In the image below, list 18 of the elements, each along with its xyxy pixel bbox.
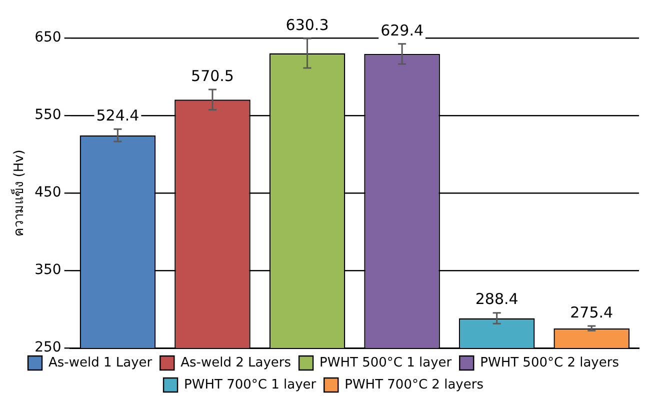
y-tick-label: 350 xyxy=(34,262,62,278)
legend-label: PWHT 700°C 2 layers xyxy=(344,377,484,392)
y-tick-label: 450 xyxy=(34,184,62,201)
legend-label: PWHT 500°C 1 layer xyxy=(320,355,452,370)
legend-label: PWHT 500°C 2 layers xyxy=(480,355,620,370)
legend-label: As-weld 1 Layer xyxy=(48,355,153,370)
y-axis-title: ความแข็ง (Hv) xyxy=(9,150,28,236)
data-label: 629.4 xyxy=(380,21,424,40)
y-tick-label: 550 xyxy=(34,107,62,124)
data-label: 524.4 xyxy=(96,106,140,125)
y-tick-label: 650 xyxy=(34,30,62,46)
y-tick-label: 250 xyxy=(34,340,62,356)
data-label: 570.5 xyxy=(191,66,234,85)
legend-label: As-weld 2 Layers xyxy=(180,355,292,370)
data-label: 630.3 xyxy=(286,16,329,34)
data-label: 288.4 xyxy=(475,290,518,308)
data-label: 275.4 xyxy=(570,303,614,322)
legend-label: PWHT 700°C 1 layer xyxy=(184,377,317,392)
